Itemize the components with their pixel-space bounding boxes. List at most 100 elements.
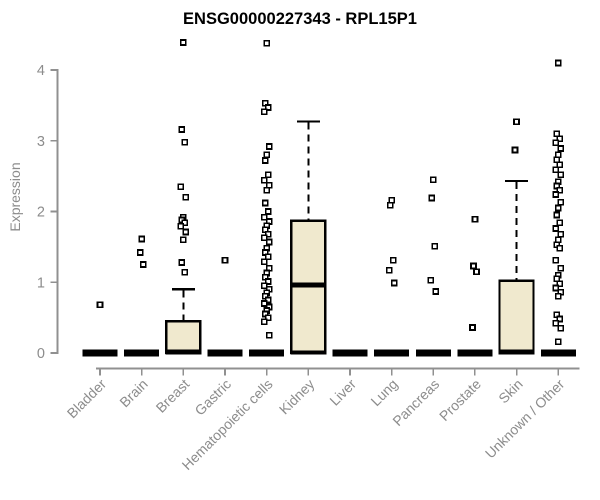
collapsed-box-liver — [332, 349, 368, 357]
outlier-point-unknown-other — [556, 244, 564, 252]
outlier-point-pancreas — [427, 276, 435, 284]
outlier-point-hematopoietic-cells — [260, 318, 268, 326]
outlier-point-prostate — [469, 324, 476, 331]
outlier-point-breast — [181, 138, 189, 146]
x-tick-label-breast: Breast — [153, 376, 193, 416]
collapsed-box-brain — [124, 349, 160, 357]
outlier-point-hematopoietic-cells — [264, 208, 272, 215]
y-tick-label: 0 — [37, 346, 45, 362]
outlier-point-hematopoietic-cells — [265, 331, 273, 339]
outlier-point-unknown-other — [552, 284, 560, 292]
outlier-point-unknown-other — [556, 219, 564, 227]
x-tick-label-lung: Lung — [367, 376, 400, 409]
outlier-point-unknown-other — [557, 264, 565, 272]
outlier-point-hematopoietic-cells — [264, 104, 272, 111]
outlier-point-hematopoietic-cells — [264, 314, 272, 321]
collapsed-box-lung — [374, 349, 410, 357]
collapsed-box-bladder — [82, 349, 118, 357]
outlier-point-prostate — [470, 262, 477, 270]
outlier-point-brain — [136, 249, 144, 256]
outlier-point-hematopoietic-cells — [260, 108, 268, 116]
outlier-point-unknown-other — [556, 135, 564, 142]
outlier-point-unknown-other — [552, 191, 560, 198]
outlier-point-unknown-other — [556, 186, 564, 194]
x-tick-label-brain: Brain — [116, 376, 150, 410]
outlier-point-hematopoietic-cells — [260, 258, 268, 266]
outlier-point-hematopoietic-cells — [260, 177, 268, 184]
outlier-point-hematopoietic-cells — [260, 282, 268, 290]
outlier-point-unknown-other — [554, 293, 562, 300]
outlier-point-unknown-other — [557, 230, 565, 238]
outlier-point-hematopoietic-cells — [264, 296, 272, 304]
collapsed-box-unknown-other — [540, 349, 576, 357]
outlier-point-skin — [513, 118, 520, 125]
outlier-point-breast — [179, 39, 187, 46]
outlier-point-pancreas — [432, 288, 440, 295]
outlier-point-unknown-other — [552, 166, 560, 174]
outlier-point-breast — [178, 126, 186, 133]
outlier-point-breast — [181, 268, 189, 276]
outlier-point-unknown-other — [554, 204, 562, 212]
outlier-point-breast — [177, 223, 185, 230]
outlier-point-unknown-other — [557, 171, 565, 179]
x-tick-label-unknown-other: Unknown / Other — [482, 376, 568, 462]
outlier-point-brain — [139, 261, 147, 268]
outlier-point-prostate — [473, 268, 480, 275]
outlier-point-hematopoietic-cells — [264, 171, 272, 179]
outlier-point-hematopoietic-cells — [261, 157, 269, 164]
outlier-point-unknown-other — [552, 139, 560, 147]
outlier-point-lung — [390, 279, 398, 287]
outlier-point-hematopoietic-cells — [265, 238, 273, 246]
outlier-point-unknown-other — [556, 280, 564, 288]
outlier-point-hematopoietic-cells — [263, 151, 270, 159]
box-breast — [165, 320, 202, 355]
collapsed-box-gastric — [207, 349, 243, 357]
chart-title: ENSG00000227343 - RPL15P1 — [183, 10, 417, 28]
outlier-point-lung — [385, 266, 393, 274]
outlier-point-gastric — [221, 256, 229, 264]
x-tick-label-liver: Liver — [326, 376, 359, 409]
outlier-point-breast — [182, 194, 190, 201]
outlier-point-unknown-other — [557, 198, 565, 206]
outlier-point-unknown-other — [552, 225, 560, 232]
outlier-point-bladder — [96, 301, 104, 309]
outlier-point-hematopoietic-cells — [264, 230, 272, 238]
x-tick-label-skin: Skin — [495, 376, 526, 407]
outlier-point-unknown-other — [556, 161, 564, 169]
outlier-point-unknown-other — [554, 338, 562, 346]
outlier-point-unknown-other — [553, 211, 561, 219]
outlier-point-unknown-other — [556, 315, 564, 323]
outlier-point-hematopoietic-cells — [263, 39, 270, 47]
outlier-point-skin — [511, 146, 519, 154]
outlier-point-hematopoietic-cells — [264, 253, 272, 261]
outlier-point-lung — [389, 256, 397, 264]
outlier-point-hematopoietic-cells — [265, 143, 273, 150]
collapsed-box-hematopoietic-cells — [249, 349, 285, 357]
x-tick-label-bladder: Bladder — [64, 376, 110, 422]
outlier-point-prostate — [471, 215, 479, 223]
outlier-point-hematopoietic-cells — [260, 300, 268, 307]
outlier-point-brain — [138, 235, 146, 243]
box-skin — [498, 279, 535, 355]
outlier-point-breast — [181, 219, 189, 227]
collapsed-box-pancreas — [415, 349, 451, 357]
outlier-point-pancreas — [428, 194, 436, 202]
outlier-point-breast — [178, 259, 186, 266]
outlier-point-unknown-other — [554, 59, 562, 67]
y-tick-label: 3 — [37, 134, 45, 150]
outlier-point-unknown-other — [552, 319, 560, 327]
outlier-point-breast — [177, 183, 185, 191]
outlier-point-unknown-other — [557, 145, 565, 152]
y-tick-label: 2 — [37, 205, 45, 221]
outlier-point-pancreas — [429, 176, 437, 184]
outlier-point-unknown-other — [557, 324, 565, 332]
y-tick-label: 4 — [37, 63, 45, 79]
x-tick-label-kidney: Kidney — [276, 376, 318, 418]
outlier-point-hematopoietic-cells — [263, 186, 270, 194]
outlier-point-hematopoietic-cells — [264, 278, 272, 285]
x-tick-label-prostate: Prostate — [436, 376, 484, 424]
outlier-point-hematopoietic-cells — [261, 199, 269, 207]
outlier-point-hematopoietic-cells — [260, 234, 268, 242]
